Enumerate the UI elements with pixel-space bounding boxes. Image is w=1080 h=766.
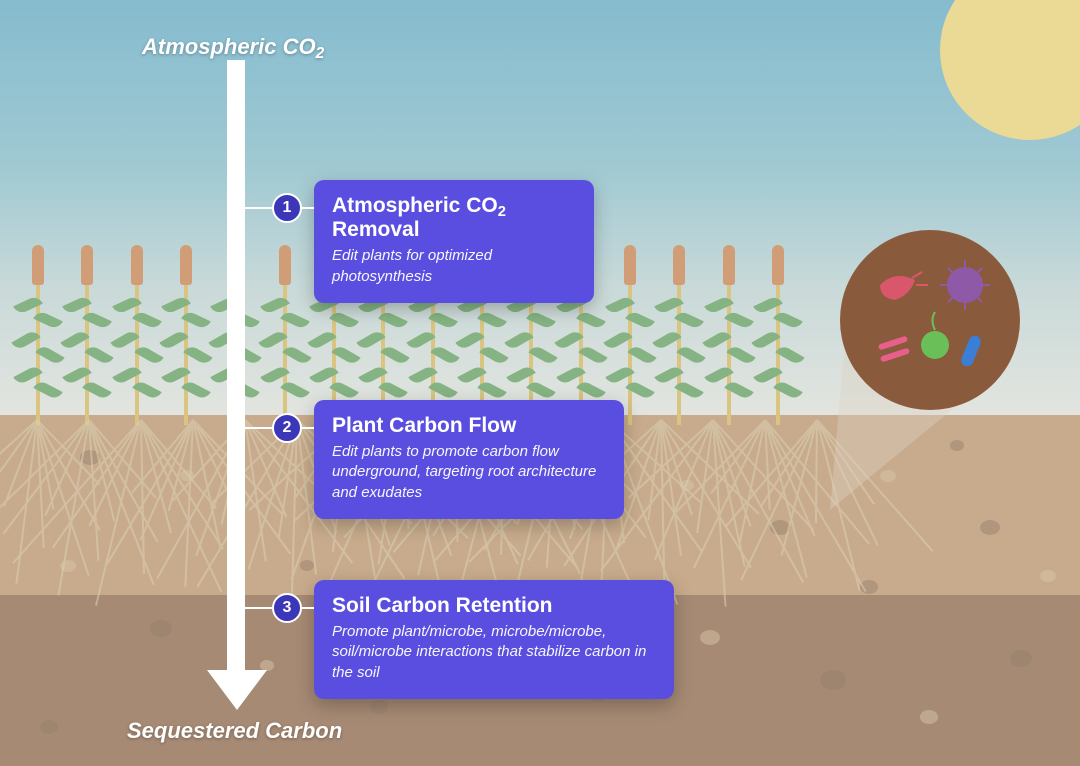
callout-box: Soil Carbon Retention Promote plant/micr…	[314, 580, 674, 699]
microbe-magnifier-circle	[840, 230, 1020, 410]
microbe-blue-icon	[959, 334, 982, 368]
callout-connector	[302, 207, 314, 209]
callout-number-badge: 3	[272, 593, 302, 623]
crop-plant	[709, 245, 749, 425]
callout-connector	[245, 207, 272, 209]
callout-desc: Promote plant/microbe, microbe/microbe, …	[332, 622, 656, 683]
callout-title: Plant Carbon Flow	[332, 414, 606, 438]
microbes-icon	[840, 230, 1020, 410]
crop-plant	[610, 245, 650, 425]
crop-plant	[166, 245, 206, 425]
top-label: Atmospheric CO2	[142, 34, 324, 60]
callout-connector	[245, 607, 272, 609]
callout-number-badge: 2	[272, 413, 302, 443]
callout-connector	[302, 607, 314, 609]
callout-number-badge: 1	[272, 193, 302, 223]
top-label-text: Atmospheric CO	[142, 34, 316, 59]
callout-box: Atmospheric CO2Removal Edit plants for o…	[314, 180, 594, 303]
callout-connector	[302, 427, 314, 429]
flow-arrow-head-icon	[207, 670, 267, 710]
callout-title: Soil Carbon Retention	[332, 594, 656, 618]
microbe-green-icon	[921, 312, 949, 359]
flow-arrow-shaft	[227, 60, 245, 680]
callout-connector	[245, 427, 272, 429]
top-label-sub: 2	[316, 45, 325, 62]
crop-plant	[18, 245, 58, 425]
bottom-label: Sequestered Carbon	[127, 718, 342, 744]
callout-title: Atmospheric CO2Removal	[332, 194, 576, 242]
crop-plant	[117, 245, 157, 425]
crop-plant	[67, 245, 107, 425]
callout-desc: Edit plants to promote carbon flow under…	[332, 442, 606, 503]
callout-box: Plant Carbon Flow Edit plants to promote…	[314, 400, 624, 519]
crop-plant	[659, 245, 699, 425]
crop-plant	[758, 245, 798, 425]
bottom-label-text: Sequestered Carbon	[127, 718, 342, 743]
callout-desc: Edit plants for optimized photosynthesis	[332, 246, 576, 287]
microbe-red-icon	[880, 272, 928, 300]
microbe-purple-icon	[940, 260, 990, 310]
microbe-pink-icon	[878, 336, 910, 363]
crop-plant	[265, 245, 305, 425]
